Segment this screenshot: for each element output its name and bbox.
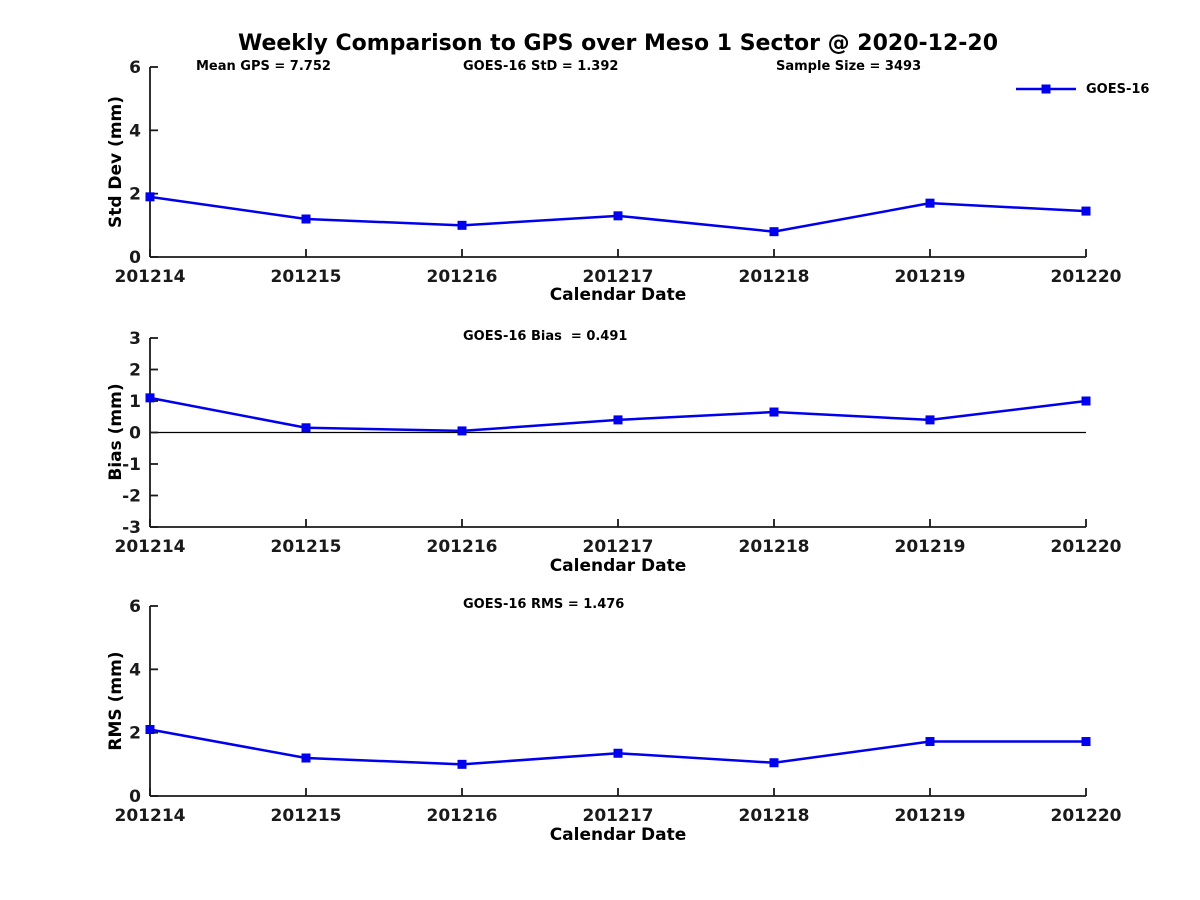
y-tick-label: 6 (129, 597, 141, 617)
data-point-marker (925, 415, 935, 425)
y-tick-label: 2 (129, 361, 141, 381)
x-tick-label: 201215 (271, 806, 342, 826)
x-tick-label: 201218 (739, 267, 810, 287)
x-tick-label: 201220 (1051, 806, 1122, 826)
y-tick-label: 4 (129, 121, 141, 141)
annotation-goes-std: GOES-16 StD = 1.392 (463, 59, 619, 74)
stddev-y-axis-label: Std Dev (mm) (106, 95, 126, 229)
x-tick-label: 201215 (271, 537, 342, 557)
data-point-marker (769, 758, 779, 768)
chart-title: Weekly Comparison to GPS over Meso 1 Sec… (237, 31, 999, 56)
data-point-marker (613, 211, 623, 221)
x-tick-label: 201217 (583, 267, 654, 287)
x-tick-label: 201217 (583, 537, 654, 557)
x-tick-label: 201218 (739, 537, 810, 557)
rms-subtitle: GOES-16 RMS = 1.476 (463, 597, 625, 612)
data-point-marker (613, 748, 623, 758)
rms-y-axis-label: RMS (mm) (106, 651, 126, 751)
x-tick-label: 201220 (1051, 267, 1122, 287)
x-tick-label: 201219 (895, 537, 966, 557)
bias-subtitle: GOES-16 Bias = 0.491 (463, 329, 628, 344)
x-tick-label: 201220 (1051, 537, 1122, 557)
data-point-marker (301, 214, 311, 224)
x-tick-label: 201216 (427, 267, 498, 287)
data-point-marker (1081, 396, 1091, 406)
data-point-marker (301, 423, 311, 433)
data-point-marker (457, 426, 467, 436)
data-point-marker (145, 192, 155, 202)
data-point-marker (769, 407, 779, 417)
y-tick-label: -1 (122, 455, 141, 475)
x-tick-label: 201214 (115, 267, 186, 287)
y-tick-label: 0 (129, 787, 141, 807)
x-tick-label: 201215 (271, 267, 342, 287)
y-tick-label: 0 (129, 248, 141, 268)
data-point-marker (925, 198, 935, 208)
x-tick-label: 201219 (895, 806, 966, 826)
data-point-marker (925, 737, 935, 747)
x-tick-label: 201216 (427, 537, 498, 557)
y-tick-label: -2 (122, 487, 141, 507)
y-tick-label: 2 (129, 185, 141, 205)
bias-x-axis-label: Calendar Date (549, 556, 687, 576)
y-tick-label: 4 (129, 660, 141, 680)
stddev-x-axis-label: Calendar Date (549, 285, 687, 305)
y-tick-label: 2 (129, 724, 141, 744)
legend-label: GOES-16 (1086, 81, 1150, 97)
data-point-marker (613, 415, 623, 425)
y-tick-label: 1 (129, 392, 141, 412)
x-tick-label: 201219 (895, 267, 966, 287)
data-line (149, 728, 1086, 766)
data-point-marker (301, 753, 311, 763)
x-tick-label: 201214 (115, 806, 186, 826)
y-tick-label: 3 (129, 329, 141, 349)
x-tick-label: 201214 (115, 537, 186, 557)
legend: GOES-16 (1015, 80, 1149, 98)
data-point-marker (1081, 737, 1091, 747)
rms-x-axis-label: Calendar Date (549, 825, 687, 845)
x-tick-label: 201218 (739, 806, 810, 826)
annotation-sample-size: Sample Size = 3493 (776, 59, 922, 74)
y-tick-label: 0 (129, 424, 141, 444)
bias-y-axis-label: Bias (mm) (106, 383, 126, 481)
y-tick-label: -3 (122, 518, 141, 538)
data-line (149, 396, 1087, 433)
x-tick-label: 201216 (427, 806, 498, 826)
data-point-marker (457, 220, 467, 230)
legend-line-marker-icon (1016, 84, 1076, 94)
y-tick-label: 6 (129, 58, 141, 78)
data-point-marker (457, 759, 467, 769)
x-tick-label: 201217 (583, 806, 654, 826)
data-point-marker (769, 227, 779, 237)
data-point-marker (145, 393, 155, 403)
data-point-marker (145, 725, 155, 734)
annotation-mean-gps: Mean GPS = 7.752 (196, 59, 331, 74)
data-point-marker (1081, 206, 1091, 216)
